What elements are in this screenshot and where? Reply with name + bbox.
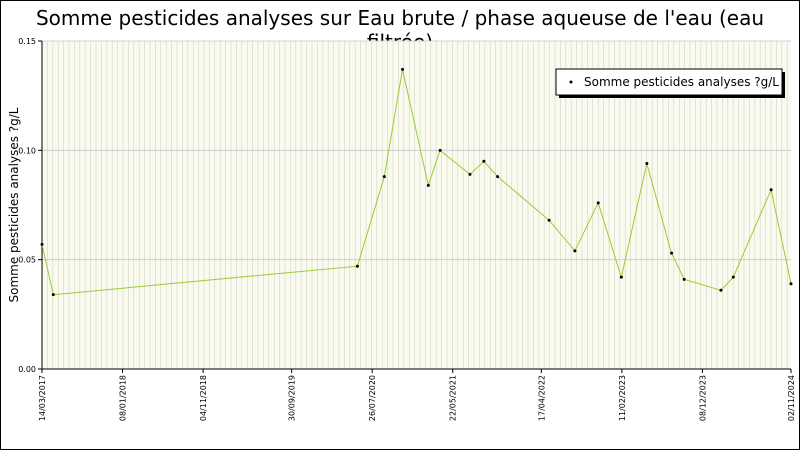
x-tick-label: 08/12/2023 — [698, 375, 707, 421]
data-point — [40, 242, 44, 246]
data-point — [596, 201, 600, 205]
legend: Somme pesticides analyses ?g/L — [555, 68, 785, 98]
x-tick-label: 17/04/2022 — [537, 375, 546, 421]
data-point — [51, 293, 55, 297]
y-tick-label: 0.15 — [18, 37, 36, 46]
data-point — [401, 67, 405, 71]
x-tick-label: 11/02/2023 — [618, 375, 627, 421]
legend-marker — [569, 80, 573, 84]
data-point — [682, 277, 686, 281]
x-tick-label: 14/03/2017 — [38, 375, 47, 421]
x-tick-label: 22/05/2021 — [449, 375, 458, 421]
legend-label: Somme pesticides analyses ?g/L — [584, 75, 779, 89]
data-point — [789, 282, 793, 286]
x-tick-label: 30/09/2019 — [288, 375, 297, 421]
series-layer — [40, 67, 793, 297]
data-point — [619, 275, 623, 279]
data-point — [573, 249, 577, 253]
x-tick-label: 04/11/2018 — [199, 375, 208, 421]
data-point — [438, 148, 442, 152]
y-tick-labels: 0.00 0.05 0.10 0.15 — [18, 37, 42, 374]
x-tick-labels: 14/03/2017 08/01/2018 04/11/2018 30/09/2019… — [38, 369, 796, 421]
y-axis-label: Somme pesticides analyses ?g/L — [7, 107, 21, 302]
legend-box — [555, 68, 783, 96]
data-point — [355, 264, 359, 268]
horizontal-grid — [42, 40, 791, 261]
y-tick-label: 0.10 — [18, 146, 36, 155]
data-point — [769, 188, 773, 192]
data-point — [645, 161, 649, 165]
data-point — [496, 175, 500, 179]
data-point — [547, 218, 551, 222]
x-tick-label: 26/07/2020 — [368, 375, 377, 421]
y-tick-label: 0.05 — [18, 256, 36, 265]
data-point — [670, 251, 674, 255]
data-point — [468, 172, 472, 176]
x-tick-label: 08/01/2018 — [119, 375, 128, 421]
data-point — [719, 288, 723, 292]
data-point — [482, 159, 486, 163]
data-point — [382, 175, 386, 179]
x-tick-label: 02/11/2024 — [787, 375, 796, 421]
y-tick-label: 0.00 — [18, 365, 36, 374]
data-point — [731, 275, 735, 279]
data-point — [426, 183, 430, 187]
